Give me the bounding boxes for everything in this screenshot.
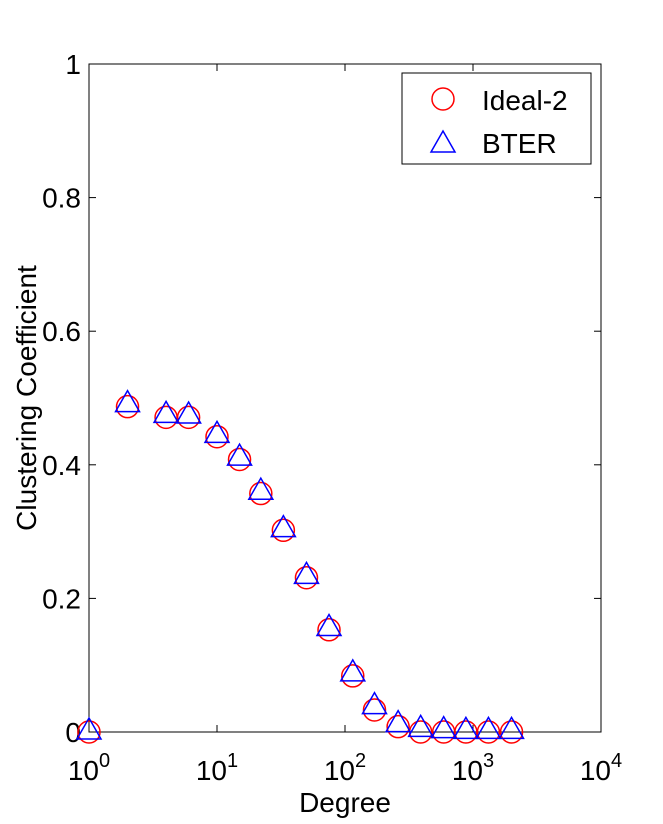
ideal-2-point	[317, 618, 341, 642]
bter-point	[498, 715, 525, 740]
x-axis: 100 101 102 103 104	[68, 64, 622, 786]
x-tick-exponent: 3	[483, 750, 494, 772]
y-tick-label: 0.6	[42, 316, 81, 347]
y-axis-label: Clustering Coefficient	[11, 265, 42, 531]
x-tick-exponent: 4	[611, 750, 622, 772]
ideal-2-point	[362, 698, 387, 722]
y-tick-label: 0.8	[42, 183, 81, 214]
y-axis: 0 0.2 0.4 0.6 0.8 1	[42, 49, 601, 748]
x-tick-base: 10	[324, 755, 355, 786]
bter-point	[315, 612, 343, 637]
bter-point	[226, 442, 253, 466]
legend-triangle-icon	[429, 129, 457, 153]
legend-label-bter: BTER	[482, 128, 557, 159]
x-tick-base: 10	[580, 755, 611, 786]
ideal-2-point	[499, 720, 524, 744]
ideal-2-point	[341, 664, 365, 688]
legend-circle-icon	[431, 87, 455, 111]
bter-point	[75, 716, 103, 740]
bter-point	[384, 709, 412, 733]
x-tick-label: 102	[324, 750, 366, 786]
bter-point	[475, 715, 502, 740]
plot-area	[88, 63, 602, 733]
ideal-2-point	[176, 405, 201, 430]
ideal-2-point	[227, 447, 252, 472]
x-tick-exponent: 2	[355, 750, 366, 772]
x-tick-label: 100	[68, 750, 110, 786]
x-axis-label: Degree	[299, 787, 391, 818]
x-tick-exponent: 1	[227, 750, 238, 772]
ideal-2-point	[249, 481, 273, 506]
bter-point	[247, 476, 275, 500]
data-markers	[75, 389, 525, 744]
bter-point	[407, 713, 434, 738]
bter-point	[175, 400, 202, 424]
x-tick-base: 10	[196, 755, 227, 786]
bter-point	[339, 658, 367, 682]
x-tick-exponent: 0	[99, 750, 110, 772]
y-tick-label: 0.4	[42, 450, 81, 481]
bter-point	[293, 560, 320, 585]
x-tick-label: 101	[196, 750, 238, 786]
y-tick-label: 0	[65, 717, 81, 748]
y-tick-label: 1	[65, 49, 81, 80]
ideal-2-point	[205, 424, 229, 449]
ideal-2-point	[294, 565, 319, 590]
y-tick-label: 0.2	[42, 583, 81, 614]
bter-point	[361, 691, 388, 715]
bter-point	[270, 514, 297, 538]
ideal-2-point	[271, 518, 296, 543]
ideal-2-point	[77, 720, 101, 744]
x-tick-base: 10	[68, 755, 99, 786]
bter-point	[152, 399, 180, 424]
bter-point	[452, 715, 480, 740]
x-tick-label: 104	[580, 750, 622, 786]
legend: Ideal-2 BTER	[401, 72, 592, 165]
legend-label-ideal-2: Ideal-2	[482, 85, 568, 116]
bter-point	[114, 389, 141, 413]
ideal-2-point	[476, 720, 501, 744]
x-tick-base: 10	[452, 755, 483, 786]
bter-point	[203, 419, 231, 444]
bter-point	[430, 715, 457, 739]
ideal-2-point	[386, 714, 410, 739]
x-tick-label: 103	[452, 750, 494, 786]
ideal-2-point	[115, 394, 140, 419]
